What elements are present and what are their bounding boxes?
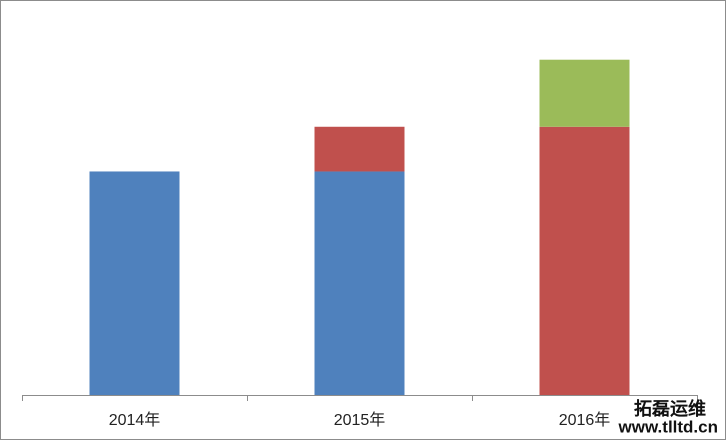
x-tick-label: 2016年 xyxy=(559,411,611,429)
x-tick-label: 2015年 xyxy=(334,411,386,429)
bar-segment xyxy=(539,126,630,395)
bar-segment xyxy=(539,59,630,127)
bar-segment xyxy=(314,171,405,395)
bar-segment xyxy=(314,126,405,172)
bar-segment xyxy=(89,171,180,395)
x-tick-label: 2014年 xyxy=(109,411,161,429)
watermark-url: www.tlltd.cn xyxy=(618,417,718,436)
watermark-title: 拓磊运维 xyxy=(634,398,706,419)
